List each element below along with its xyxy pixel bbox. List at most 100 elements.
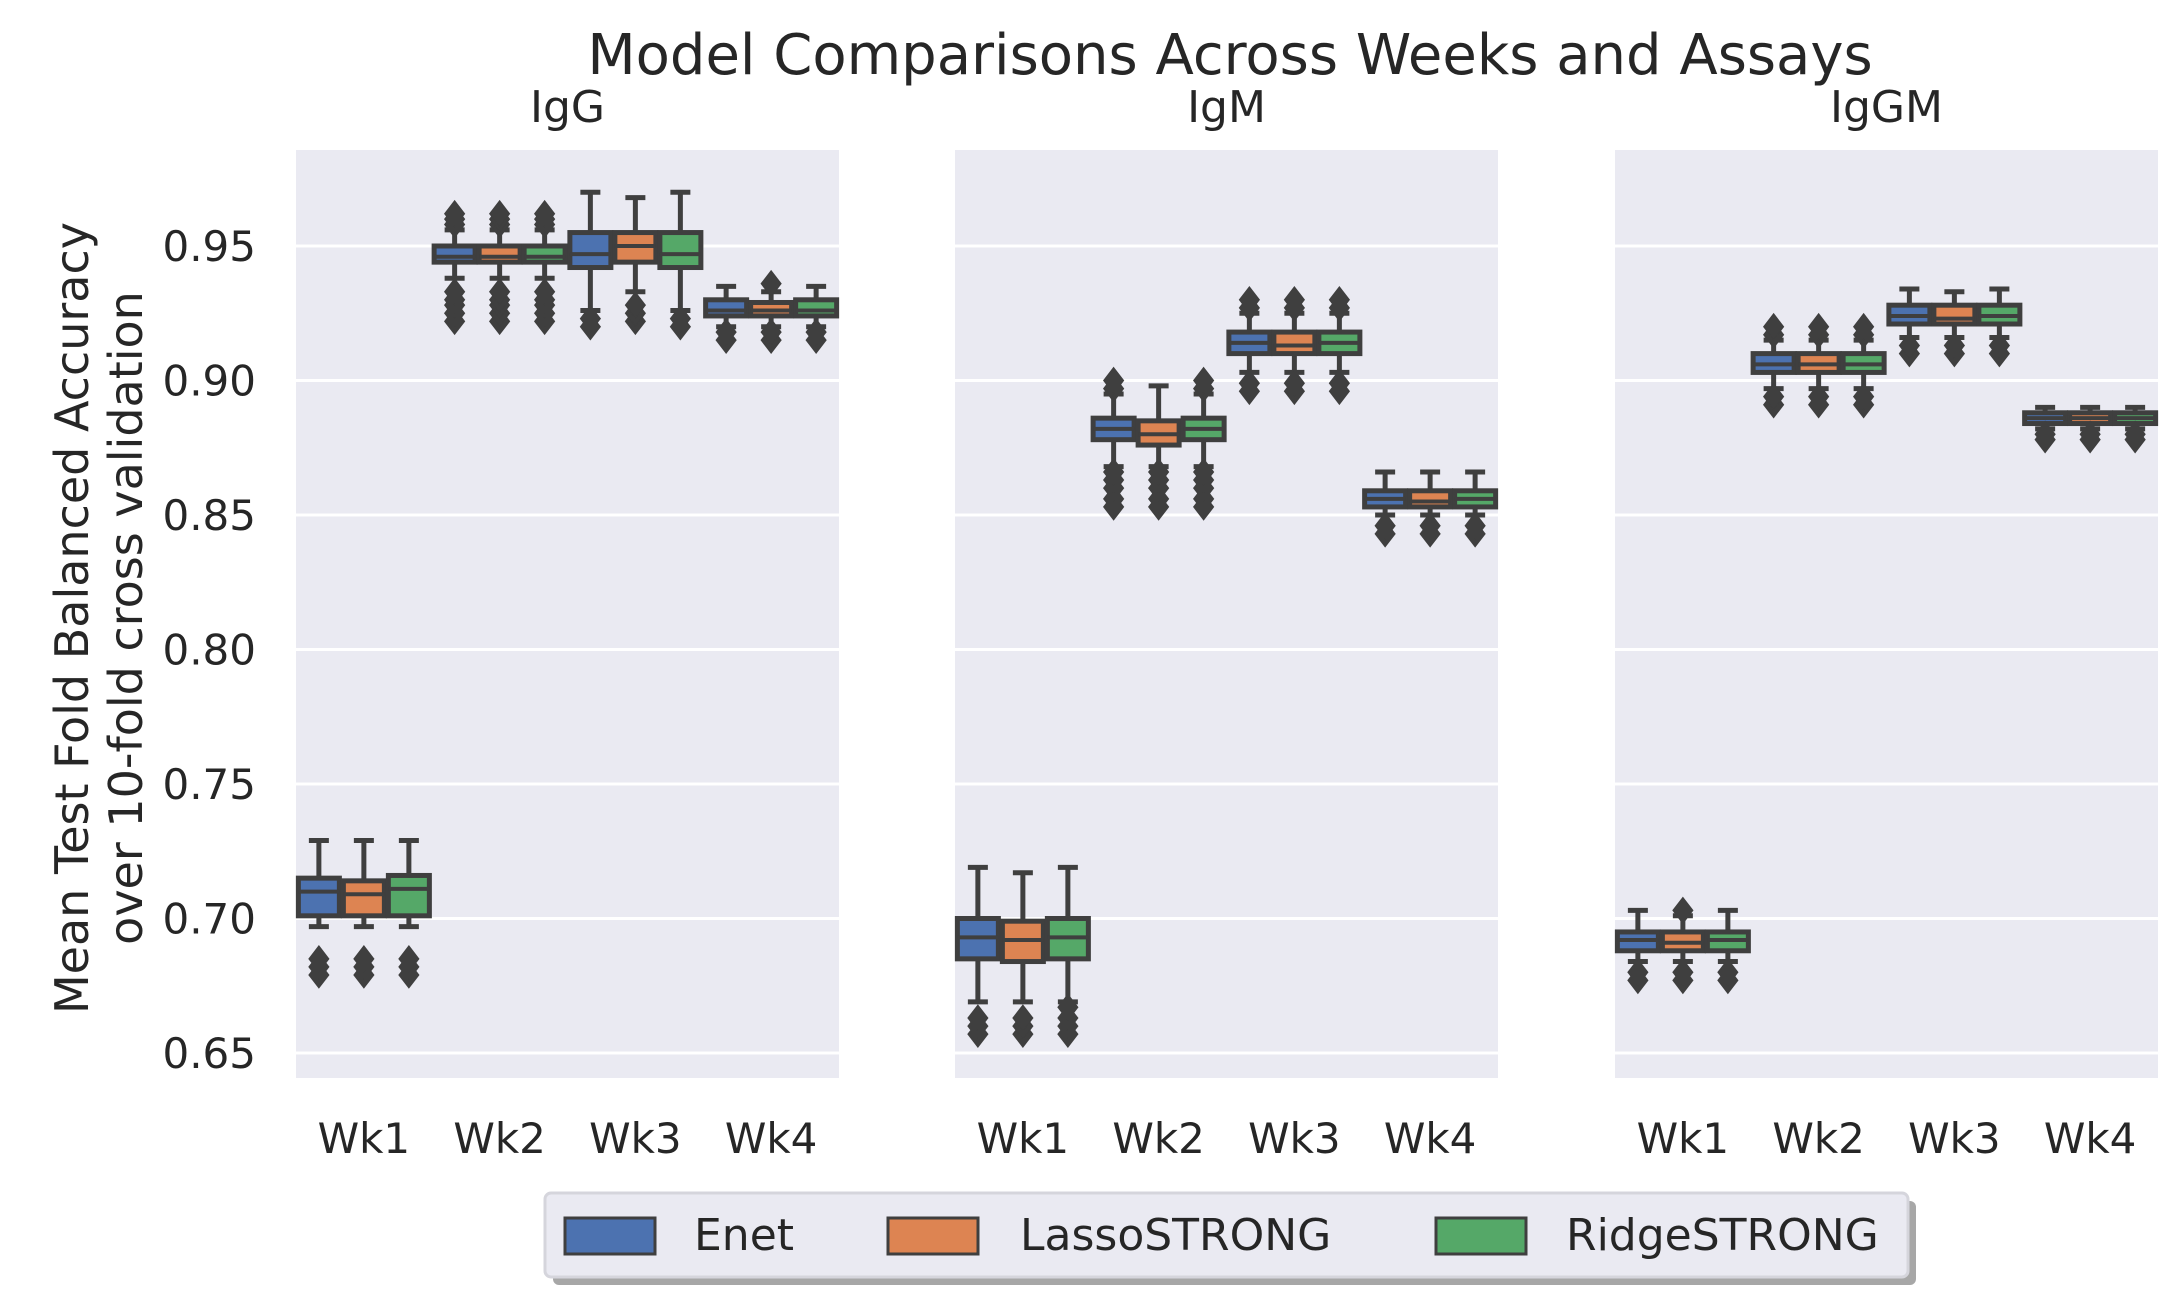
outlier-point bbox=[1988, 331, 2011, 360]
legend-items: Enet LassoSTRONG RidgeSTRONG bbox=[563, 1210, 1879, 1261]
box-iqr bbox=[1271, 329, 1318, 357]
legend-swatch bbox=[1434, 1216, 1528, 1256]
outlier-point bbox=[1464, 511, 1486, 540]
legend: Enet LassoSTRONG RidgeSTRONG bbox=[543, 1191, 1916, 1285]
box-igg-wk1-ridgestrong bbox=[385, 837, 432, 989]
legend-label: RidgeSTRONG bbox=[1566, 1210, 1879, 1261]
outlier-point bbox=[1943, 331, 1966, 360]
y-axis-label: Mean Test Fold Balanced Accuracy over 10… bbox=[45, 222, 153, 1014]
x-tick-label: Wk3 bbox=[1908, 1114, 2001, 1163]
x-tick-label: Wk1 bbox=[1637, 1114, 1730, 1163]
panel-title: IgGM bbox=[1830, 82, 1943, 133]
outlier-point bbox=[443, 199, 466, 228]
box-igm-wk4-lassostrong bbox=[1407, 469, 1454, 548]
legend-item-ridgestrong: RidgeSTRONG bbox=[1434, 1210, 1879, 1261]
box-igg-wk3-enet bbox=[567, 189, 614, 341]
outlier-point bbox=[488, 199, 511, 228]
panel-iggm: IgGM Wk1 Wk2 Wk3 Wk4 bbox=[1614, 82, 2159, 1163]
box-iggm-wk2-ridgestrong bbox=[1840, 312, 1887, 419]
x-tick-label: Wk2 bbox=[453, 1114, 546, 1163]
x-tick-label: Wk2 bbox=[1112, 1114, 1205, 1163]
outlier-point bbox=[1283, 369, 1306, 398]
outlier-point bbox=[398, 945, 420, 973]
outlier-point bbox=[1852, 312, 1875, 341]
y-axis-label-line1: Mean Test Fold Balanced Accuracy bbox=[45, 222, 99, 1014]
chart-title: Model Comparisons Across Weeks and Assay… bbox=[587, 23, 1872, 88]
box-iggm-wk2-enet bbox=[1750, 312, 1797, 419]
x-tick-label: Wk1 bbox=[977, 1114, 1070, 1163]
outlier-point bbox=[1807, 312, 1830, 341]
outlier-point bbox=[1057, 993, 1079, 1022]
outlier-point bbox=[805, 318, 827, 346]
box-iqr bbox=[1931, 302, 1978, 327]
panel-igm: IgM Wk1 Wk2 Wk3 Wk4 bbox=[954, 82, 1499, 1163]
box-iqr bbox=[1407, 488, 1454, 510]
box-igm-wk1-enet bbox=[954, 864, 1001, 1048]
outlier-point bbox=[1238, 369, 1261, 398]
x-tick-label: Wk2 bbox=[1772, 1114, 1865, 1163]
outlier-point bbox=[1328, 369, 1351, 398]
box-iqr bbox=[567, 230, 614, 271]
outlier-point bbox=[715, 318, 737, 346]
outlier-point bbox=[1374, 511, 1396, 540]
outlier-point bbox=[533, 199, 556, 228]
outlier-point bbox=[533, 277, 556, 306]
outlier-point bbox=[1283, 285, 1306, 314]
legend-label: Enet bbox=[694, 1210, 794, 1261]
box-igg-wk2-enet bbox=[431, 199, 478, 336]
box-igg-wk3-lassostrong bbox=[612, 195, 659, 336]
box-iqr bbox=[793, 297, 840, 319]
outlier-point bbox=[353, 945, 375, 973]
box-iqr bbox=[431, 243, 478, 265]
outlier-point bbox=[1717, 958, 1739, 987]
box-igg-wk2-lassostrong bbox=[476, 199, 523, 336]
outlier-point bbox=[1419, 511, 1441, 540]
outlier-point bbox=[1898, 331, 1921, 360]
box-iggm-wk4-ridgestrong bbox=[2112, 404, 2159, 454]
outlier-point bbox=[2034, 420, 2056, 449]
x-tick-label: Wk4 bbox=[2044, 1114, 2137, 1163]
legend-label: LassoSTRONG bbox=[1020, 1210, 1331, 1261]
x-tick-label: Wk4 bbox=[1384, 1114, 1477, 1163]
box-iqr bbox=[476, 243, 523, 265]
x-tick-label: Wk1 bbox=[318, 1114, 411, 1163]
box-iggm-wk3-enet bbox=[1886, 286, 1933, 368]
outlier-point bbox=[308, 945, 330, 973]
box-iqr bbox=[657, 230, 704, 271]
panel-title: IgG bbox=[530, 82, 605, 133]
legend-item-lassostrong: LassoSTRONG bbox=[886, 1210, 1331, 1261]
y-tick-label: 0.65 bbox=[162, 1029, 256, 1078]
outlier-point bbox=[488, 277, 511, 306]
y-tick-label: 0.90 bbox=[162, 357, 256, 406]
box-igg-wk2-ridgestrong bbox=[521, 199, 568, 336]
outlier-point bbox=[760, 269, 782, 298]
box-iqr bbox=[521, 243, 568, 265]
box-igm-wk3-ridgestrong bbox=[1316, 285, 1363, 406]
y-tick-label: 0.75 bbox=[162, 760, 256, 809]
x-tick-label: Wk3 bbox=[589, 1114, 682, 1163]
y-tick-label: 0.80 bbox=[162, 626, 256, 675]
outlier-point bbox=[1192, 366, 1215, 395]
box-iggm-wk1-enet bbox=[1614, 907, 1661, 995]
outlier-point bbox=[1102, 458, 1125, 486]
outlier-point bbox=[2124, 420, 2146, 449]
legend-box bbox=[543, 1191, 1910, 1279]
box-igg-wk4-lassostrong bbox=[748, 269, 795, 354]
panel-title: IgM bbox=[1187, 82, 1266, 133]
outlier-point bbox=[579, 304, 602, 333]
box-igg-wk1-enet bbox=[295, 837, 342, 989]
outlier-point bbox=[1807, 382, 1830, 411]
panels: IgG Wk1 Wk2 Wk3 Wk4 IgM Wk1 Wk2 Wk3 Wk4 IgGM Wk1 Wk2… bbox=[295, 82, 2159, 1163]
box-igm-wk1-lassostrong bbox=[999, 870, 1046, 1048]
outlier-point bbox=[1762, 312, 1785, 341]
outlier-point bbox=[1627, 958, 1649, 987]
x-tick-label: Wk3 bbox=[1248, 1114, 1341, 1163]
box-iggm-wk2-lassostrong bbox=[1795, 312, 1842, 419]
box-igm-wk2-lassostrong bbox=[1135, 383, 1182, 521]
outlier-point bbox=[1762, 382, 1785, 411]
box-igm-wk2-ridgestrong bbox=[1180, 366, 1227, 521]
box-iggm-wk1-ridgestrong bbox=[1704, 907, 1751, 995]
panel-igg: IgG Wk1 Wk2 Wk3 Wk4 bbox=[295, 82, 840, 1163]
outlier-point bbox=[1238, 285, 1261, 314]
